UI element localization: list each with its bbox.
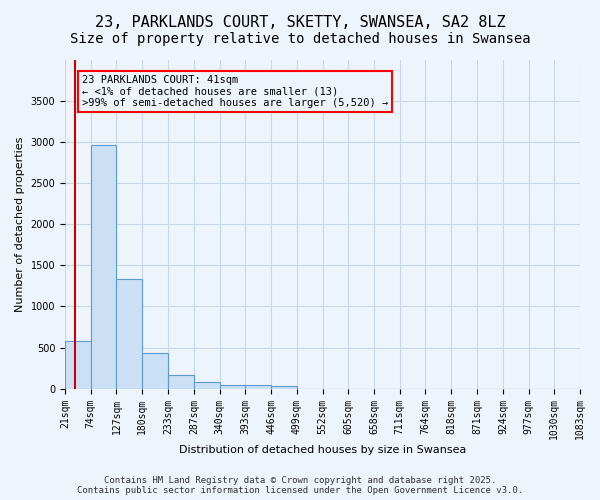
Text: Contains HM Land Registry data © Crown copyright and database right 2025.
Contai: Contains HM Land Registry data © Crown c… [77, 476, 523, 495]
Text: 23, PARKLANDS COURT, SKETTY, SWANSEA, SA2 8LZ: 23, PARKLANDS COURT, SKETTY, SWANSEA, SA… [95, 15, 505, 30]
Bar [245, 386, 271, 388]
Y-axis label: Number of detached properties: Number of detached properties [15, 136, 25, 312]
Bar [271, 386, 297, 388]
Bar [220, 386, 245, 388]
Text: Size of property relative to detached houses in Swansea: Size of property relative to detached ho… [70, 32, 530, 46]
Bar [65, 341, 91, 388]
Bar [168, 376, 194, 388]
Bar [91, 146, 116, 388]
Bar [116, 278, 142, 388]
Bar [194, 382, 220, 388]
Text: 23 PARKLANDS COURT: 41sqm
← <1% of detached houses are smaller (13)
>99% of semi: 23 PARKLANDS COURT: 41sqm ← <1% of detac… [82, 75, 388, 108]
X-axis label: Distribution of detached houses by size in Swansea: Distribution of detached houses by size … [179, 445, 466, 455]
Bar [142, 354, 168, 388]
